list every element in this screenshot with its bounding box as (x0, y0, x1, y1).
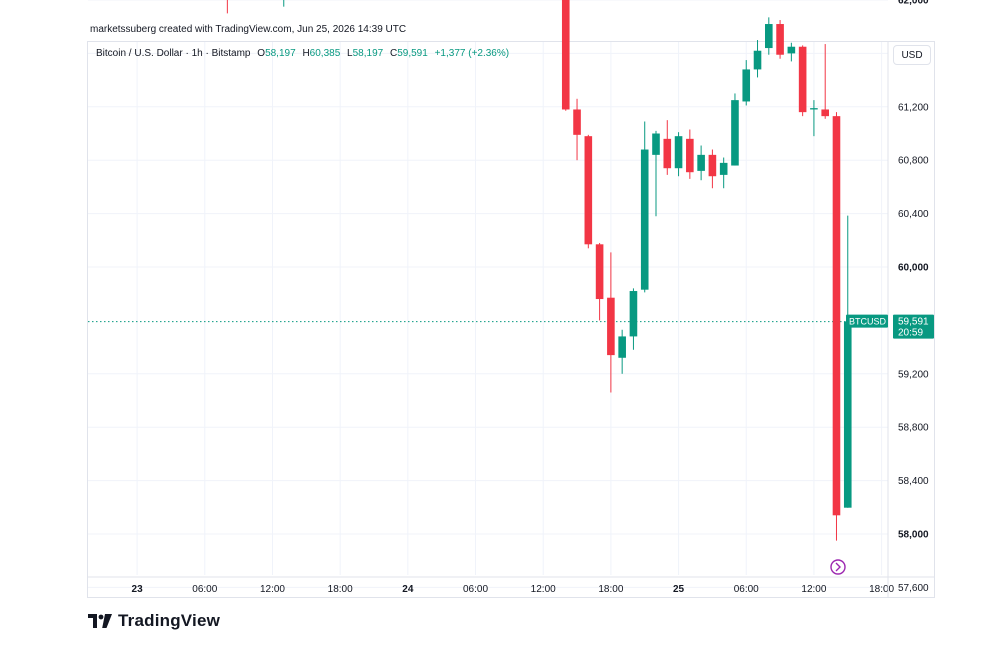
candle-body[interactable] (686, 138, 694, 173)
chart-pane[interactable] (87, 41, 935, 598)
candle-body[interactable] (798, 46, 807, 113)
y-tick-label: 60,800 (898, 156, 929, 167)
candle-body[interactable] (810, 108, 818, 110)
candle-body[interactable] (753, 50, 762, 70)
candle-body[interactable] (787, 46, 796, 54)
symbol-tag (846, 314, 888, 328)
candle-body[interactable] (765, 24, 773, 49)
candle-body[interactable] (573, 109, 581, 135)
candle-body[interactable] (697, 154, 705, 171)
candle-body[interactable] (731, 100, 739, 166)
brand-name: TradingView (118, 611, 221, 630)
event-marker-icon[interactable] (830, 559, 846, 575)
candle-body[interactable] (742, 69, 751, 102)
x-tick-label: 23 (132, 584, 144, 595)
candle-body[interactable] (561, 0, 570, 110)
brand-footer: TradingView (88, 611, 220, 631)
currency-button[interactable]: USD (893, 45, 931, 65)
candle-body[interactable] (618, 336, 626, 358)
y-tick-label: 62,000 (898, 0, 929, 7)
candle-body[interactable] (595, 244, 604, 300)
x-tick-label: 06:00 (734, 584, 759, 595)
price-tag (893, 314, 934, 339)
x-tick-label: 25 (673, 584, 685, 595)
candle-body[interactable] (821, 109, 829, 117)
x-tick-label: 18:00 (598, 584, 623, 595)
symbol-legend: Bitcoin / U.S. Dollar · 1h · Bitstamp O5… (96, 48, 509, 59)
candle-body[interactable] (607, 297, 615, 356)
close-label: C (389, 48, 398, 59)
change-value: +1,377 (+2.36%) (434, 48, 510, 59)
x-tick-label: 18:00 (869, 584, 894, 595)
chart-credit: marketssuberg created with TradingView.c… (90, 24, 407, 35)
x-tick-label: 06:00 (192, 584, 217, 595)
candle-body[interactable] (584, 136, 593, 245)
x-tick-label: 18:00 (328, 584, 353, 595)
candle-body[interactable] (640, 149, 649, 290)
price-tag-value: 59,591 (898, 317, 929, 328)
tradingview-logo-icon (88, 614, 112, 628)
high-value: 60,385 (309, 48, 341, 59)
low-value: 58,197 (352, 48, 384, 59)
candle-body[interactable] (708, 154, 717, 177)
high-label: H (302, 48, 310, 59)
x-tick-label: 24 (402, 584, 414, 595)
open-value: 58,197 (265, 48, 296, 59)
x-tick-label: 12:00 (531, 584, 556, 595)
low-label: L (347, 48, 353, 59)
candle-body[interactable] (674, 136, 683, 169)
y-tick-label: 58,400 (898, 476, 929, 487)
candle-body[interactable] (832, 116, 841, 516)
y-tick-label: 59,200 (898, 369, 929, 380)
x-tick-label: 12:00 (801, 584, 826, 595)
candle-body[interactable] (652, 133, 660, 155)
x-tick-label: 12:00 (260, 584, 285, 595)
y-tick-label: 61,200 (898, 102, 929, 113)
y-tick-label: 58,000 (898, 530, 929, 541)
y-tick-label: 58,800 (898, 423, 929, 434)
open-label: O (257, 48, 266, 59)
y-tick-label: 60,000 (898, 263, 929, 274)
price-tag-countdown: 20:59 (898, 328, 923, 339)
symbol-title: Bitcoin / U.S. Dollar · 1h · Bitstamp (96, 48, 251, 59)
symbol-tag-label: BTCUSD (849, 317, 887, 327)
candle-body[interactable] (719, 162, 728, 175)
close-value: 59,591 (397, 48, 428, 59)
x-tick-label: 06:00 (463, 584, 488, 595)
candle-body[interactable] (843, 321, 852, 508)
y-tick-label: 57,600 (898, 583, 929, 594)
y-tick-label: 60,400 (898, 209, 929, 220)
candle-body[interactable] (629, 291, 638, 337)
candle-body[interactable] (663, 138, 672, 169)
candle-body[interactable] (776, 24, 784, 55)
